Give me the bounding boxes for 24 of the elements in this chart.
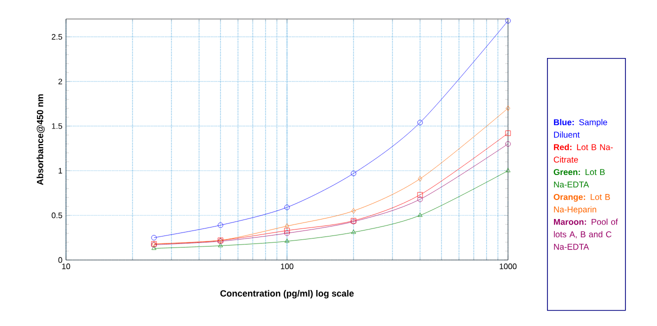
point [284, 230, 290, 236]
point [417, 196, 423, 202]
text: Red: Lot B Na-Citrate [554, 144, 613, 163]
text: Maroon: Pool of lots A, B and C Na-EDTA [554, 218, 618, 250]
point [417, 192, 423, 198]
text: Green: Lot B Na-EDTA [554, 169, 605, 188]
point [351, 230, 356, 234]
point [218, 243, 223, 248]
text: Blue: Sample Diluent [554, 119, 608, 138]
point [351, 208, 356, 214]
point [417, 120, 423, 126]
point [284, 204, 290, 210]
point [418, 176, 422, 182]
point [152, 246, 156, 250]
text: Orange: Lot B Na-Heparin [554, 194, 610, 214]
point [151, 234, 157, 240]
point [284, 228, 290, 234]
point [284, 223, 290, 229]
y-axis-title: Absorbance@450 nm [36, 94, 45, 186]
point [284, 238, 290, 243]
point [418, 212, 422, 217]
point [350, 170, 356, 176]
point [218, 222, 224, 228]
x-axis-title: Concentration (pg/ml) log scale [220, 290, 354, 298]
